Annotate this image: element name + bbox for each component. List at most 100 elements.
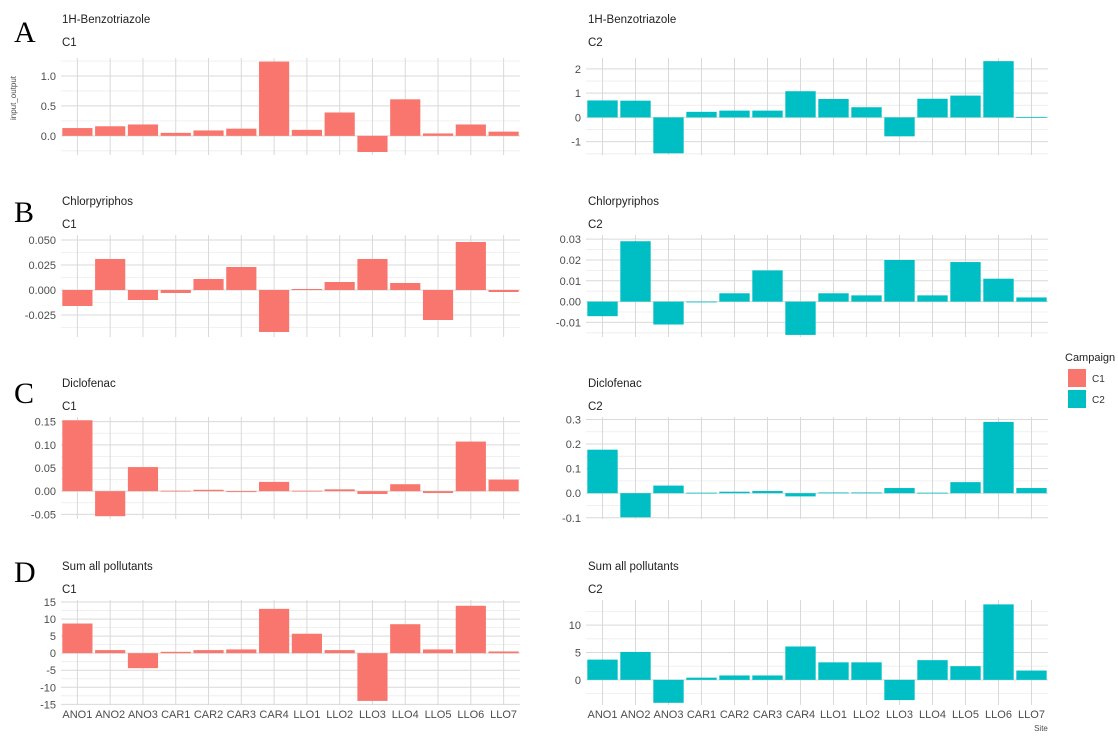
bar-llo3 bbox=[357, 135, 388, 153]
bar-ano2 bbox=[95, 126, 126, 136]
y-tick-label: 15 bbox=[44, 597, 56, 609]
y-tick-label: 0.000 bbox=[28, 285, 56, 297]
y-tick-label: 0.2 bbox=[566, 439, 581, 451]
x-tick-label-ano3: ANO3 bbox=[128, 709, 158, 721]
bar-ano1 bbox=[62, 420, 93, 492]
bar-llo4 bbox=[917, 295, 948, 302]
panel-subtitle: C1 bbox=[62, 219, 77, 231]
panel-title: 1H-Benzotriazole bbox=[588, 14, 676, 26]
legend-title: Campaign bbox=[1065, 352, 1115, 364]
x-tick-label-car3: CAR3 bbox=[227, 709, 256, 721]
bar-ano2 bbox=[95, 491, 126, 517]
panel-title: Sum all pollutants bbox=[588, 561, 679, 573]
bar-car1 bbox=[160, 651, 191, 654]
x-tick-label-llo1: LLO1 bbox=[293, 709, 320, 721]
y-tick-label: -0.05 bbox=[31, 509, 56, 521]
bar-car3 bbox=[752, 490, 783, 494]
bar-car2 bbox=[193, 650, 224, 654]
panel-diclofenac-c1: C Diclofenac C1 -0.05 0.00 0.05 0.10 0.15 bbox=[14, 377, 520, 521]
bar-ano3 bbox=[653, 679, 684, 703]
panel-subtitle: C1 bbox=[62, 584, 77, 596]
x-tick-label-llo6: LLO6 bbox=[985, 709, 1012, 721]
x-tick-label-llo2: LLO2 bbox=[853, 709, 880, 721]
y-tick-label: 0.03 bbox=[560, 234, 581, 246]
bar-ano1 bbox=[587, 659, 618, 680]
bar-llo4 bbox=[390, 99, 421, 136]
bar-llo2 bbox=[851, 295, 882, 302]
y-tick-label: -15 bbox=[40, 699, 56, 711]
x-tick-label-llo4: LLO4 bbox=[392, 709, 419, 721]
bar-car4 bbox=[259, 61, 290, 136]
bar-llo5 bbox=[950, 262, 981, 302]
bar-llo4 bbox=[917, 492, 948, 494]
bar-ano1 bbox=[62, 290, 93, 306]
legend: Campaign C1 C2 bbox=[1065, 352, 1115, 408]
y-tick-label: 0.00 bbox=[35, 486, 56, 498]
y-tick-label: -1 bbox=[571, 137, 581, 149]
y-tick-label: -0.025 bbox=[25, 310, 56, 322]
panel-chlorpyriphos-c2: Chlorpyriphos C2 -0.01 0.00 0.01 0.02 0.03 bbox=[556, 196, 1048, 337]
bar-car3 bbox=[752, 110, 783, 118]
bar-llo6 bbox=[983, 278, 1014, 302]
bar-car1 bbox=[160, 290, 191, 293]
bar-car4 bbox=[259, 290, 290, 332]
panel-subtitle: C2 bbox=[588, 219, 603, 231]
bar-llo6 bbox=[455, 124, 486, 136]
bar-llo1 bbox=[818, 293, 849, 302]
bar-llo1 bbox=[291, 490, 322, 492]
bar-car1 bbox=[686, 301, 717, 303]
x-tick-label-llo4: LLO4 bbox=[919, 709, 946, 721]
panel-title: 1H-Benzotriazole bbox=[62, 14, 150, 26]
bar-ano2 bbox=[620, 493, 651, 518]
x-tick-label-llo7: LLO7 bbox=[490, 709, 517, 721]
x-tick-label-llo7: LLO7 bbox=[1018, 709, 1045, 721]
y-tick-label: 5 bbox=[50, 631, 56, 643]
panel-subtitle: C1 bbox=[62, 37, 77, 49]
legend-swatch-c2 bbox=[1068, 390, 1086, 408]
y-tick-label: 0.05 bbox=[35, 463, 56, 475]
bar-ano1 bbox=[62, 623, 93, 654]
y-tick-label: 0.050 bbox=[28, 235, 56, 247]
y-tick-label: -5 bbox=[46, 665, 56, 677]
x-tick-label-llo1: LLO1 bbox=[820, 709, 847, 721]
y-tick-label: 0.01 bbox=[560, 276, 581, 288]
panel-letter-c: C bbox=[14, 377, 34, 410]
panel-subtitle: C1 bbox=[62, 401, 77, 413]
bar-ano3 bbox=[127, 467, 159, 492]
bar-llo5 bbox=[422, 290, 454, 320]
bar-ano2 bbox=[95, 650, 126, 654]
bar-car1 bbox=[160, 490, 191, 492]
bar-llo3 bbox=[357, 653, 388, 701]
x-tick-label-llo5: LLO5 bbox=[952, 709, 979, 721]
bar-llo2 bbox=[324, 489, 355, 492]
bar-llo6 bbox=[983, 604, 1014, 680]
bar-car2 bbox=[193, 279, 224, 290]
bar-llo7 bbox=[1016, 670, 1047, 680]
x-tick-label-ano3: ANO3 bbox=[654, 709, 684, 721]
bar-car1 bbox=[160, 132, 191, 136]
legend-label-c2: C2 bbox=[1092, 395, 1105, 406]
bar-llo4 bbox=[390, 624, 421, 654]
x-tick-label-car3: CAR3 bbox=[753, 709, 782, 721]
bar-llo3 bbox=[884, 488, 915, 494]
bar-llo7 bbox=[488, 651, 519, 654]
y-axis-title: input_output bbox=[9, 75, 18, 120]
bar-llo2 bbox=[851, 492, 882, 494]
bar-llo1 bbox=[818, 492, 849, 494]
panel-letter-b: B bbox=[14, 196, 34, 229]
bar-ano3 bbox=[653, 301, 684, 325]
panel-diclofenac-c2: Diclofenac C2 -0.1 0.0 0.1 0.2 0.3 bbox=[562, 378, 1048, 525]
bar-ano1 bbox=[587, 449, 618, 494]
panel-subtitle: C2 bbox=[588, 584, 603, 596]
bar-llo3 bbox=[357, 259, 388, 290]
panel-subtitle: C2 bbox=[588, 37, 603, 49]
bar-llo2 bbox=[324, 650, 355, 654]
bar-car4 bbox=[785, 301, 816, 335]
bar-ano2 bbox=[95, 259, 126, 290]
panel-title: Diclofenac bbox=[62, 378, 116, 390]
bar-car2 bbox=[719, 491, 750, 494]
panel-chlorpyriphos-c1: B Chlorpyriphos C1 -0.025 0.000 0.025 0.050 bbox=[14, 196, 520, 337]
panel-subtitle: C2 bbox=[588, 401, 603, 413]
bar-llo1 bbox=[291, 633, 322, 654]
panel-sum-all-pollutants-c2: Sum all pollutants C2 0 5 10 ANO1 ANO2 ANO3 CAR1… bbox=[569, 561, 1048, 721]
